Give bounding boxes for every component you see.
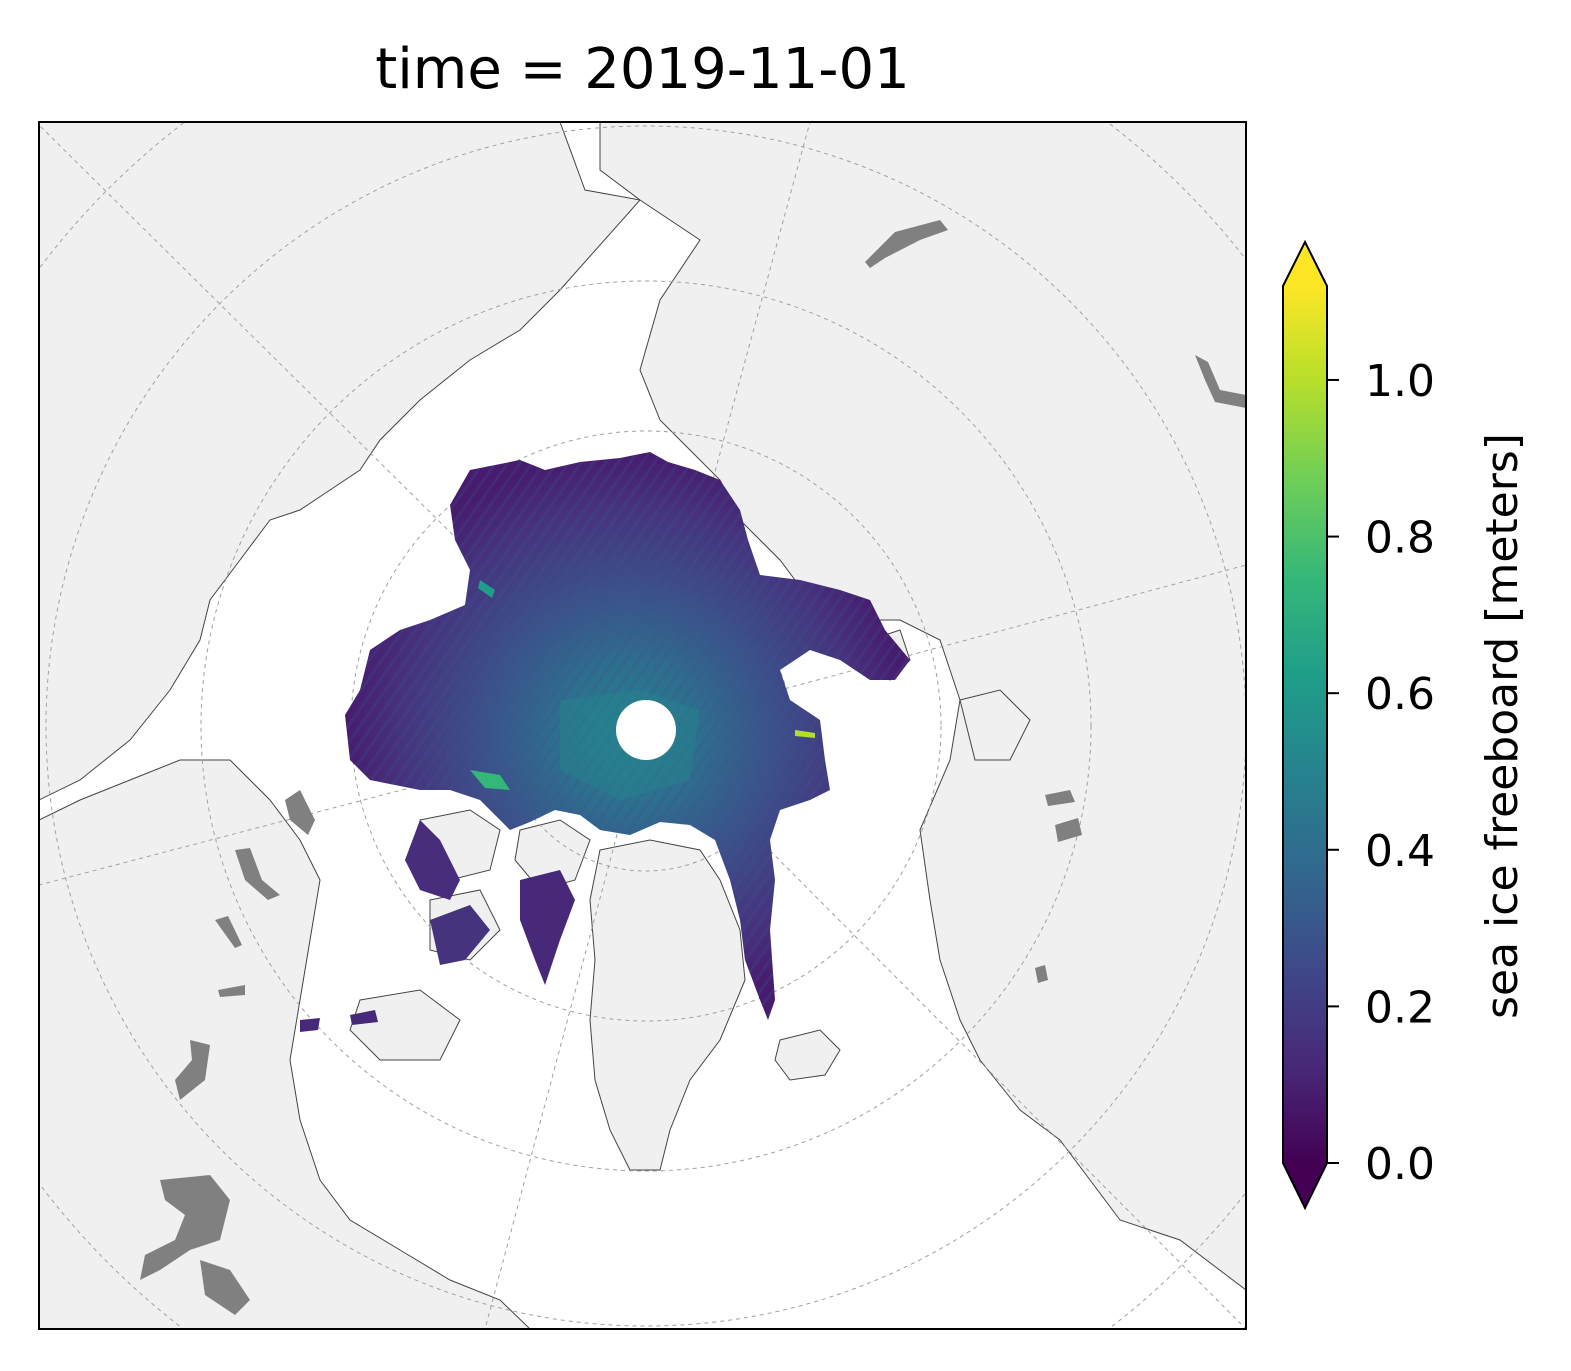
lake-1 [865,220,948,268]
lake-4 [235,848,280,900]
map-frame [38,121,1247,1330]
colorbar-extend-min [1283,1163,1327,1208]
channel-ice-4 [300,1018,320,1032]
landmass-north-america [39,122,641,801]
pole-hole [616,700,676,760]
peninsula [959,689,1031,761]
colorbar-tick-label: 0.0 [1365,1139,1435,1190]
island-4 [349,989,461,1061]
colorbar-tick-label: 0.2 [1365,982,1435,1033]
channel-ice-1 [520,870,575,985]
colorbar-tick-label: 0.8 [1365,513,1435,564]
lake-5 [215,916,242,948]
ice-edge-bright-1 [470,770,510,790]
colorbar-label: sea ice freeboard [meters] [1477,433,1528,1019]
channel-ice-5 [350,1010,378,1025]
channel-ice-2 [405,820,460,900]
colorbar-tick-label: 0.6 [1365,669,1435,720]
lake-6 [218,985,245,997]
landmass-eurasia [599,122,1246,1291]
lake-10 [175,1040,210,1100]
lake-8 [1055,818,1082,842]
lake-3 [285,790,315,835]
lake-11 [140,1175,230,1280]
colorbar-ticks: 0.0 0.2 0.4 0.6 0.8 1.0 [1327,356,1435,1190]
ice-edge-bright-2 [795,730,815,738]
colorbar-extend-max [1283,242,1327,286]
landmass-greenland [589,839,746,1171]
lake-2 [1195,355,1246,408]
lake-7 [1045,790,1075,806]
lake-9 [1035,965,1048,983]
lake-12 [200,1260,250,1315]
island-2 [514,819,591,891]
colorbar-tick-label: 1.0 [1365,356,1435,407]
channel-ice-3 [430,905,490,965]
lakes [140,220,1246,1315]
island-5 [774,1029,841,1081]
ice-edge-bright-3 [478,580,495,598]
colorbar-tick-label: 0.4 [1365,826,1435,877]
map-title: time = 2019-11-01 [375,37,910,102]
colorbar-gradient [1283,286,1327,1163]
